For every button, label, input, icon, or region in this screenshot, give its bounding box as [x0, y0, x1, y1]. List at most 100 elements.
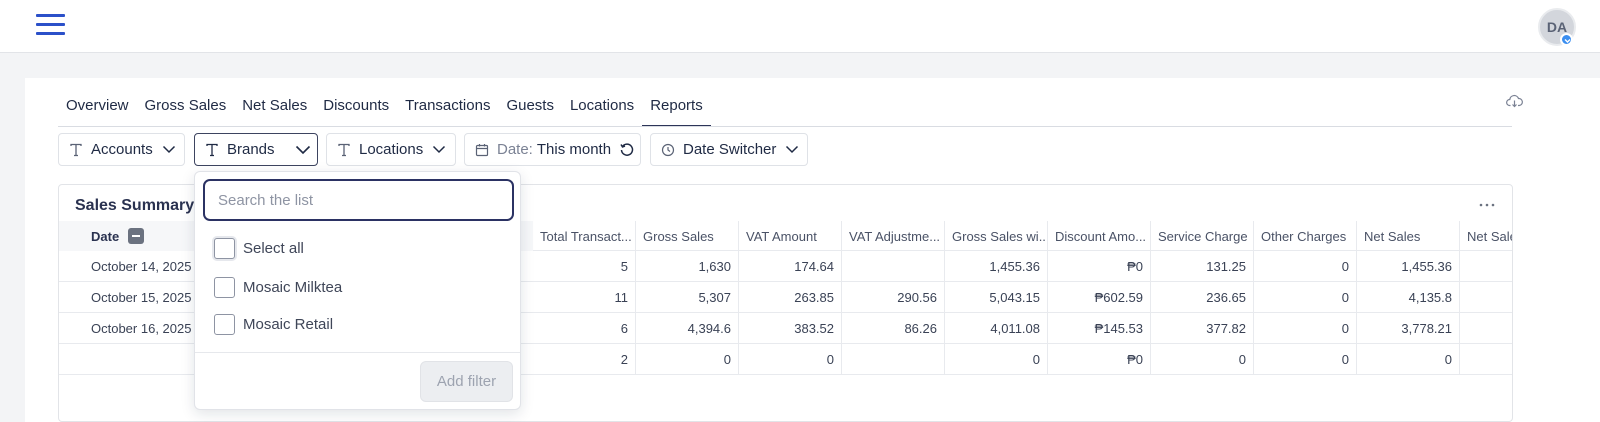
tab-bar: Overview Gross Sales Net Sales Discounts…: [58, 93, 711, 127]
brand-option-label: Mosaic Retail: [243, 315, 334, 333]
table-cell: 0: [1254, 251, 1357, 282]
date-filter[interactable]: Date: This month: [464, 133, 641, 166]
add-filter-button[interactable]: Add filter: [420, 361, 513, 402]
select-all-option[interactable]: Select all: [214, 237, 304, 259]
tab-reports[interactable]: Reports: [642, 93, 711, 127]
brands-dropdown: Select all Mosaic Milktea Mosaic Retail …: [194, 171, 521, 410]
table-cell: 0: [945, 344, 1048, 375]
column-header[interactable]: Other Charges: [1254, 221, 1357, 251]
column-header[interactable]: Gross Sales: [636, 221, 739, 251]
brand-option-label: Mosaic Milktea: [243, 278, 343, 296]
tab-net-sales[interactable]: Net Sales: [242, 97, 308, 114]
column-header[interactable]: Discount Amo...: [1048, 221, 1151, 251]
column-header[interactable]: Total Transact...: [533, 221, 636, 251]
date-header-label: Date: [91, 228, 120, 244]
accounts-filter[interactable]: Accounts: [58, 133, 185, 166]
brand-option-mosaic-retail[interactable]: Mosaic Retail: [214, 313, 333, 335]
tab-gross-sales[interactable]: Gross Sales: [144, 97, 227, 114]
tab-overview[interactable]: Overview: [66, 97, 129, 114]
table-cell: 1: [1460, 251, 1512, 282]
more-horizontal-icon[interactable]: [1478, 197, 1496, 207]
date-switcher-filter[interactable]: Date Switcher: [650, 133, 808, 166]
table-cell: 1,455.36: [1357, 251, 1460, 282]
chevron-down-icon: [785, 145, 799, 154]
chevron-down-icon: [432, 145, 446, 154]
table-cell: 131.25: [1151, 251, 1254, 282]
accounts-filter-label: Accounts: [91, 141, 153, 158]
table-cell: 11: [533, 282, 636, 313]
date-cell: October 15, 2025: [91, 290, 192, 305]
table-cell: 174.64: [739, 251, 842, 282]
locations-filter-label: Locations: [359, 141, 424, 158]
column-header[interactable]: Service Charge: [1151, 221, 1254, 251]
table-cell: [842, 344, 945, 375]
chevron-down-icon: [1560, 33, 1573, 46]
column-header[interactable]: VAT Amount: [739, 221, 842, 251]
avatar[interactable]: DA: [1538, 8, 1576, 46]
table-cell: [842, 251, 945, 282]
table-cell: ₱0: [1048, 251, 1151, 282]
table-cell: 0: [636, 344, 739, 375]
date-filter-prefix: Date:: [497, 141, 533, 158]
dropdown-divider: [195, 352, 520, 353]
table-cell: 5,043.15: [945, 282, 1048, 313]
date-cell: October 14, 2025: [91, 259, 192, 274]
column-header[interactable]: Net Sale: [1460, 221, 1512, 251]
table-cell: 377.82: [1151, 313, 1254, 344]
refresh-icon[interactable]: [619, 142, 635, 158]
table-cell: 4: [1460, 282, 1512, 313]
chevron-down-icon: [295, 145, 311, 155]
table-cell: 6: [533, 313, 636, 344]
tab-guests[interactable]: Guests: [506, 97, 554, 114]
brands-filter-label: Brands: [227, 141, 275, 158]
table-row: October 16, 2025 6 4,394.6 383.52 86.26 4,011…: [59, 313, 1512, 344]
table-cell: 4,394.6: [636, 313, 739, 344]
sales-summary-title: Sales Summary: [75, 197, 195, 214]
tab-transactions[interactable]: Transactions: [405, 97, 491, 114]
table-cell: 1,630: [636, 251, 739, 282]
date-cell: October 16, 2025: [91, 321, 192, 336]
checkbox[interactable]: [214, 237, 235, 259]
brand-option-mosaic-milktea[interactable]: Mosaic Milktea: [214, 276, 342, 298]
column-header[interactable]: Gross Sales wi...: [945, 221, 1048, 251]
table-cell: 2: [533, 344, 636, 375]
table-row: October 15, 2025 11 5,307 263.85 290.56 5,043…: [59, 282, 1512, 313]
date-switcher-label: Date Switcher: [683, 141, 777, 158]
table-cell: 5: [533, 251, 636, 282]
table-cell: ₱602.59: [1048, 282, 1151, 313]
tab-locations[interactable]: Locations: [569, 97, 635, 114]
table-cell: 4,011.08: [945, 313, 1048, 344]
hamburger-menu-icon[interactable]: [36, 14, 65, 36]
table-cell: 263.85: [739, 282, 842, 313]
table-cell: 0: [1151, 344, 1254, 375]
table-cell: 0: [1254, 313, 1357, 344]
table-cell: 236.65: [1151, 282, 1254, 313]
search-input[interactable]: [203, 179, 514, 221]
table-cell: ₱0: [1048, 344, 1151, 375]
checkbox[interactable]: [214, 276, 235, 298]
tab-discounts[interactable]: Discounts: [323, 97, 390, 114]
table-cell: 86.26: [842, 313, 945, 344]
brands-filter[interactable]: Brands: [194, 133, 318, 166]
date-filter-value: This month: [536, 141, 612, 158]
checkbox[interactable]: [214, 313, 235, 335]
table-cell: 3,778.21: [1357, 313, 1460, 344]
collapse-icon[interactable]: [128, 228, 145, 244]
column-header[interactable]: Net Sales: [1357, 221, 1460, 251]
avatar-initials: DA: [1546, 19, 1568, 35]
table-cell: 0: [1357, 344, 1460, 375]
tabs-divider: [58, 126, 1512, 127]
cloud-download-icon[interactable]: [1506, 94, 1523, 108]
table-cell: 383.52: [739, 313, 842, 344]
table-cell: 290.56: [842, 282, 945, 313]
text-type-icon: [69, 143, 83, 157]
table-cell: 0: [1254, 344, 1357, 375]
column-header[interactable]: VAT Adjustme...: [842, 221, 945, 251]
table-cell: 0: [1254, 282, 1357, 313]
calendar-icon: [475, 143, 489, 157]
text-type-icon: [205, 143, 219, 157]
locations-filter[interactable]: Locations: [326, 133, 456, 166]
table-cell: 5,307: [636, 282, 739, 313]
top-bar: [0, 0, 1600, 53]
table-cell: 4,135.8: [1357, 282, 1460, 313]
